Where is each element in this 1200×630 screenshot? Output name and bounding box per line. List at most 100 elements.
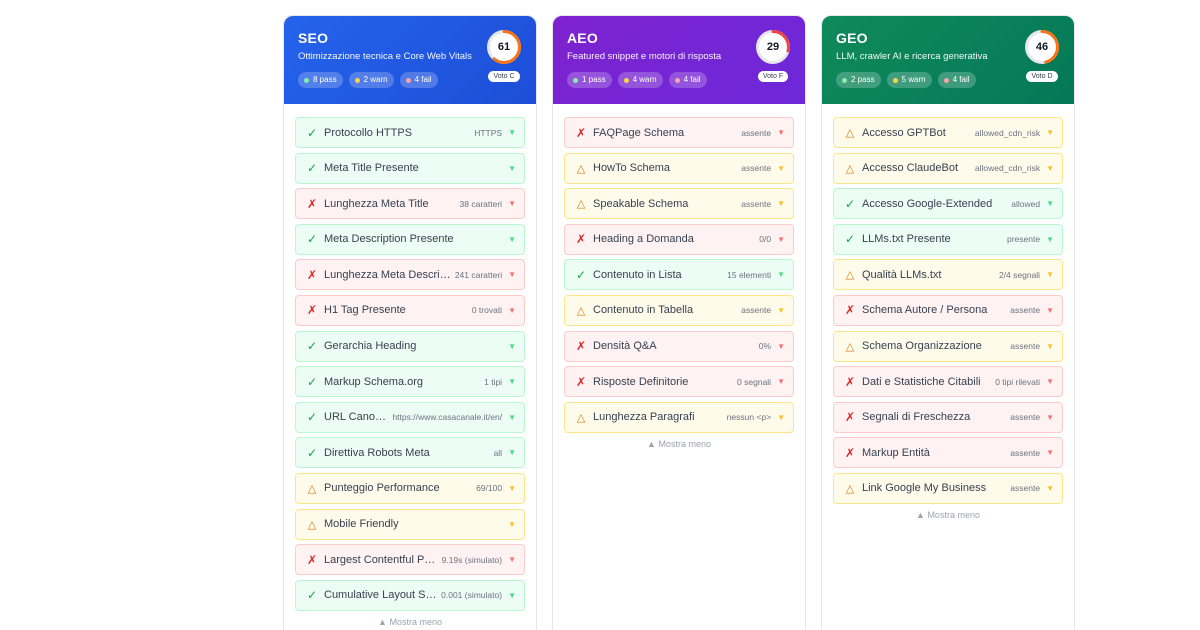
check-item[interactable]: ✓ Markup Schema.org 1 tipi ▼ — [295, 366, 525, 398]
chevron-down-icon[interactable]: ▼ — [1046, 412, 1054, 422]
chevron-down-icon[interactable]: ▼ — [1046, 199, 1054, 209]
check-item[interactable]: ✗ Risposte Definitorie 0 segnali ▼ — [564, 366, 794, 398]
pass-status-icon: ✓ — [306, 374, 318, 389]
check-item[interactable]: ✓ Protocollo HTTPS HTTPS ▼ — [295, 117, 525, 148]
check-item-label: Risposte Definitorie — [593, 375, 689, 388]
fail-status-icon: ✗ — [306, 303, 318, 318]
check-item-value: assente — [741, 198, 772, 209]
geo-column: GEO LLM, crawler AI e ricerca generativa… — [821, 15, 1075, 630]
pass-status-icon: ✓ — [306, 445, 318, 460]
score-gauge: 29 Voto F — [755, 29, 791, 83]
chevron-down-icon[interactable]: ▼ — [508, 448, 516, 458]
check-item[interactable]: ✓ Contenuto in Lista 15 elementi ▼ — [564, 259, 794, 291]
check-item[interactable]: ✓ Meta Title Presente ▼ — [295, 152, 525, 184]
check-item[interactable]: ✗ H1 Tag Presente 0 trovati ▼ — [295, 294, 525, 326]
check-item[interactable]: ✗ FAQPage Schema assente ▼ — [564, 117, 794, 148]
chevron-down-icon[interactable]: ▼ — [777, 412, 785, 422]
warn-dot-icon — [892, 77, 898, 83]
check-item[interactable]: ✓ Direttiva Robots Meta all ▼ — [295, 437, 525, 469]
check-item-value: assente — [1010, 305, 1041, 316]
check-item[interactable]: ✓ Accesso Google-Extended allowed ▼ — [833, 188, 1063, 220]
chevron-down-icon[interactable]: ▼ — [777, 270, 785, 280]
chevron-down-icon[interactable]: ▼ — [777, 341, 785, 351]
chevron-down-icon[interactable]: ▼ — [508, 377, 516, 387]
check-item[interactable]: △ Link Google My Business assente ▼ — [833, 472, 1063, 504]
chevron-down-icon[interactable]: ▼ — [508, 483, 516, 493]
chevron-down-icon[interactable]: ▼ — [1046, 234, 1054, 244]
check-item-value: 0.001 (simulato) — [441, 590, 503, 601]
fail-status-icon: ✗ — [575, 125, 587, 140]
check-item[interactable]: ✗ Dati e Statistiche Citabili 0 tipi rilev… — [833, 366, 1063, 398]
chevron-down-icon[interactable]: ▼ — [1046, 483, 1054, 493]
check-item-value: 38 caratteri — [459, 198, 503, 209]
check-item[interactable]: ✓ Gerarchia Heading ▼ — [295, 330, 525, 362]
check-item[interactable]: ✓ URL Canon… https://www.casacanale.it/en/… — [295, 401, 525, 433]
chevron-down-icon[interactable]: ▼ — [777, 305, 785, 315]
check-item-label: HowTo Schema — [593, 162, 671, 175]
check-item[interactable]: △ Qualità LLMs.txt 2/4 segnali ▼ — [833, 259, 1063, 291]
grade-badge: Voto F — [757, 71, 789, 82]
chevron-down-icon[interactable]: ▼ — [777, 199, 785, 209]
show-less-link[interactable]: ▲ Mostra meno — [647, 438, 711, 449]
show-less-link[interactable]: ▲ Mostra meno — [378, 616, 442, 627]
chevron-down-icon[interactable]: ▼ — [508, 519, 516, 529]
chevron-down-icon[interactable]: ▼ — [1046, 377, 1054, 387]
check-item-value: all — [493, 447, 503, 458]
column-title: SEO — [298, 30, 329, 46]
chevron-down-icon[interactable]: ▼ — [1046, 163, 1054, 173]
check-list: ✓ Protocollo HTTPS HTTPS ▼ ✓ Meta Title Prese… — [284, 104, 536, 611]
check-item[interactable]: ✗ Heading a Domanda 0/0 ▼ — [564, 223, 794, 255]
check-item[interactable]: ✗ Markup Entità assente ▼ — [833, 437, 1063, 469]
chevron-down-icon[interactable]: ▼ — [508, 270, 516, 280]
check-item[interactable]: ✗ Largest Contentful Pai… 9.19s (simulato)… — [295, 544, 525, 576]
pass-count-badge: 8 pass — [298, 72, 343, 88]
check-item[interactable]: ✗ Schema Autore / Persona assente ▼ — [833, 294, 1063, 326]
chevron-down-icon[interactable]: ▼ — [777, 234, 785, 244]
score-ring-graphic — [487, 30, 521, 64]
check-item[interactable]: △ Mobile Friendly ▼ — [295, 508, 525, 540]
chevron-down-icon[interactable]: ▼ — [777, 163, 785, 173]
chevron-down-icon[interactable]: ▼ — [1046, 270, 1054, 280]
chevron-down-icon[interactable]: ▼ — [508, 555, 516, 565]
check-item[interactable]: ✗ Segnali di Freschezza assente ▼ — [833, 401, 1063, 433]
check-item-value: 0 tipi rilevati — [995, 376, 1041, 387]
check-item[interactable]: ✗ Densità Q&A 0% ▼ — [564, 330, 794, 362]
chevron-down-icon[interactable]: ▼ — [508, 128, 516, 137]
chevron-down-icon[interactable]: ▼ — [508, 305, 516, 315]
chevron-down-icon[interactable]: ▼ — [508, 341, 516, 351]
check-item-value: https://www.casacanale.it/en/ — [392, 412, 503, 423]
check-item[interactable]: △ Punteggio Performance 69/100 ▼ — [295, 472, 525, 504]
check-item[interactable]: △ Lunghezza Paragrafi nessun <p> ▼ — [564, 401, 794, 433]
check-item[interactable]: ✓ Meta Description Presente ▼ — [295, 223, 525, 255]
show-less-link[interactable]: ▲ Mostra meno — [916, 509, 980, 520]
check-item[interactable]: △ Accesso GPTBot allowed_cdn_risk ▼ — [833, 117, 1063, 148]
check-item-value: 241 caratteri — [454, 269, 503, 280]
chevron-down-icon[interactable]: ▼ — [508, 163, 516, 173]
check-item[interactable]: ✗ Lunghezza Meta Title 38 caratteri ▼ — [295, 188, 525, 220]
chevron-down-icon[interactable]: ▼ — [508, 199, 516, 209]
chevron-down-icon[interactable]: ▼ — [1046, 341, 1054, 351]
check-item-label: Qualità LLMs.txt — [862, 268, 942, 281]
warn-status-icon: △ — [576, 198, 586, 211]
chevron-down-icon[interactable]: ▼ — [1046, 128, 1054, 137]
chevron-down-icon[interactable]: ▼ — [1046, 305, 1054, 315]
check-item[interactable]: △ Contenuto in Tabella assente ▼ — [564, 294, 794, 326]
check-item[interactable]: ✓ Cumulative Layout Shi… 0.001 (simulato) ▼ — [295, 579, 525, 611]
chevron-down-icon[interactable]: ▼ — [508, 412, 516, 422]
count-badges: 1 pass 4 warn 4 fail — [567, 72, 791, 88]
check-item[interactable]: △ HowTo Schema assente ▼ — [564, 152, 794, 184]
check-item[interactable]: ✓ LLMs.txt Presente presente ▼ — [833, 223, 1063, 255]
pass-status-icon: ✓ — [575, 267, 587, 282]
check-item[interactable]: △ Speakable Schema assente ▼ — [564, 188, 794, 220]
check-item-label: Protocollo HTTPS — [324, 126, 413, 139]
check-item[interactable]: △ Schema Organizzazione assente ▼ — [833, 330, 1063, 362]
chevron-down-icon[interactable]: ▼ — [777, 377, 785, 387]
chevron-down-icon[interactable]: ▼ — [777, 128, 785, 137]
chevron-down-icon[interactable]: ▼ — [508, 234, 516, 244]
chevron-down-icon[interactable]: ▼ — [508, 590, 516, 600]
chevron-down-icon[interactable]: ▼ — [1046, 448, 1054, 458]
pass-dot-icon — [573, 77, 578, 83]
check-item[interactable]: ✗ Lunghezza Meta Descripti… 241 caratteri ▼ — [295, 259, 525, 291]
check-item-label: Accesso ClaudeBot — [862, 162, 958, 175]
check-item[interactable]: △ Accesso ClaudeBot allowed_cdn_risk ▼ — [833, 152, 1063, 184]
